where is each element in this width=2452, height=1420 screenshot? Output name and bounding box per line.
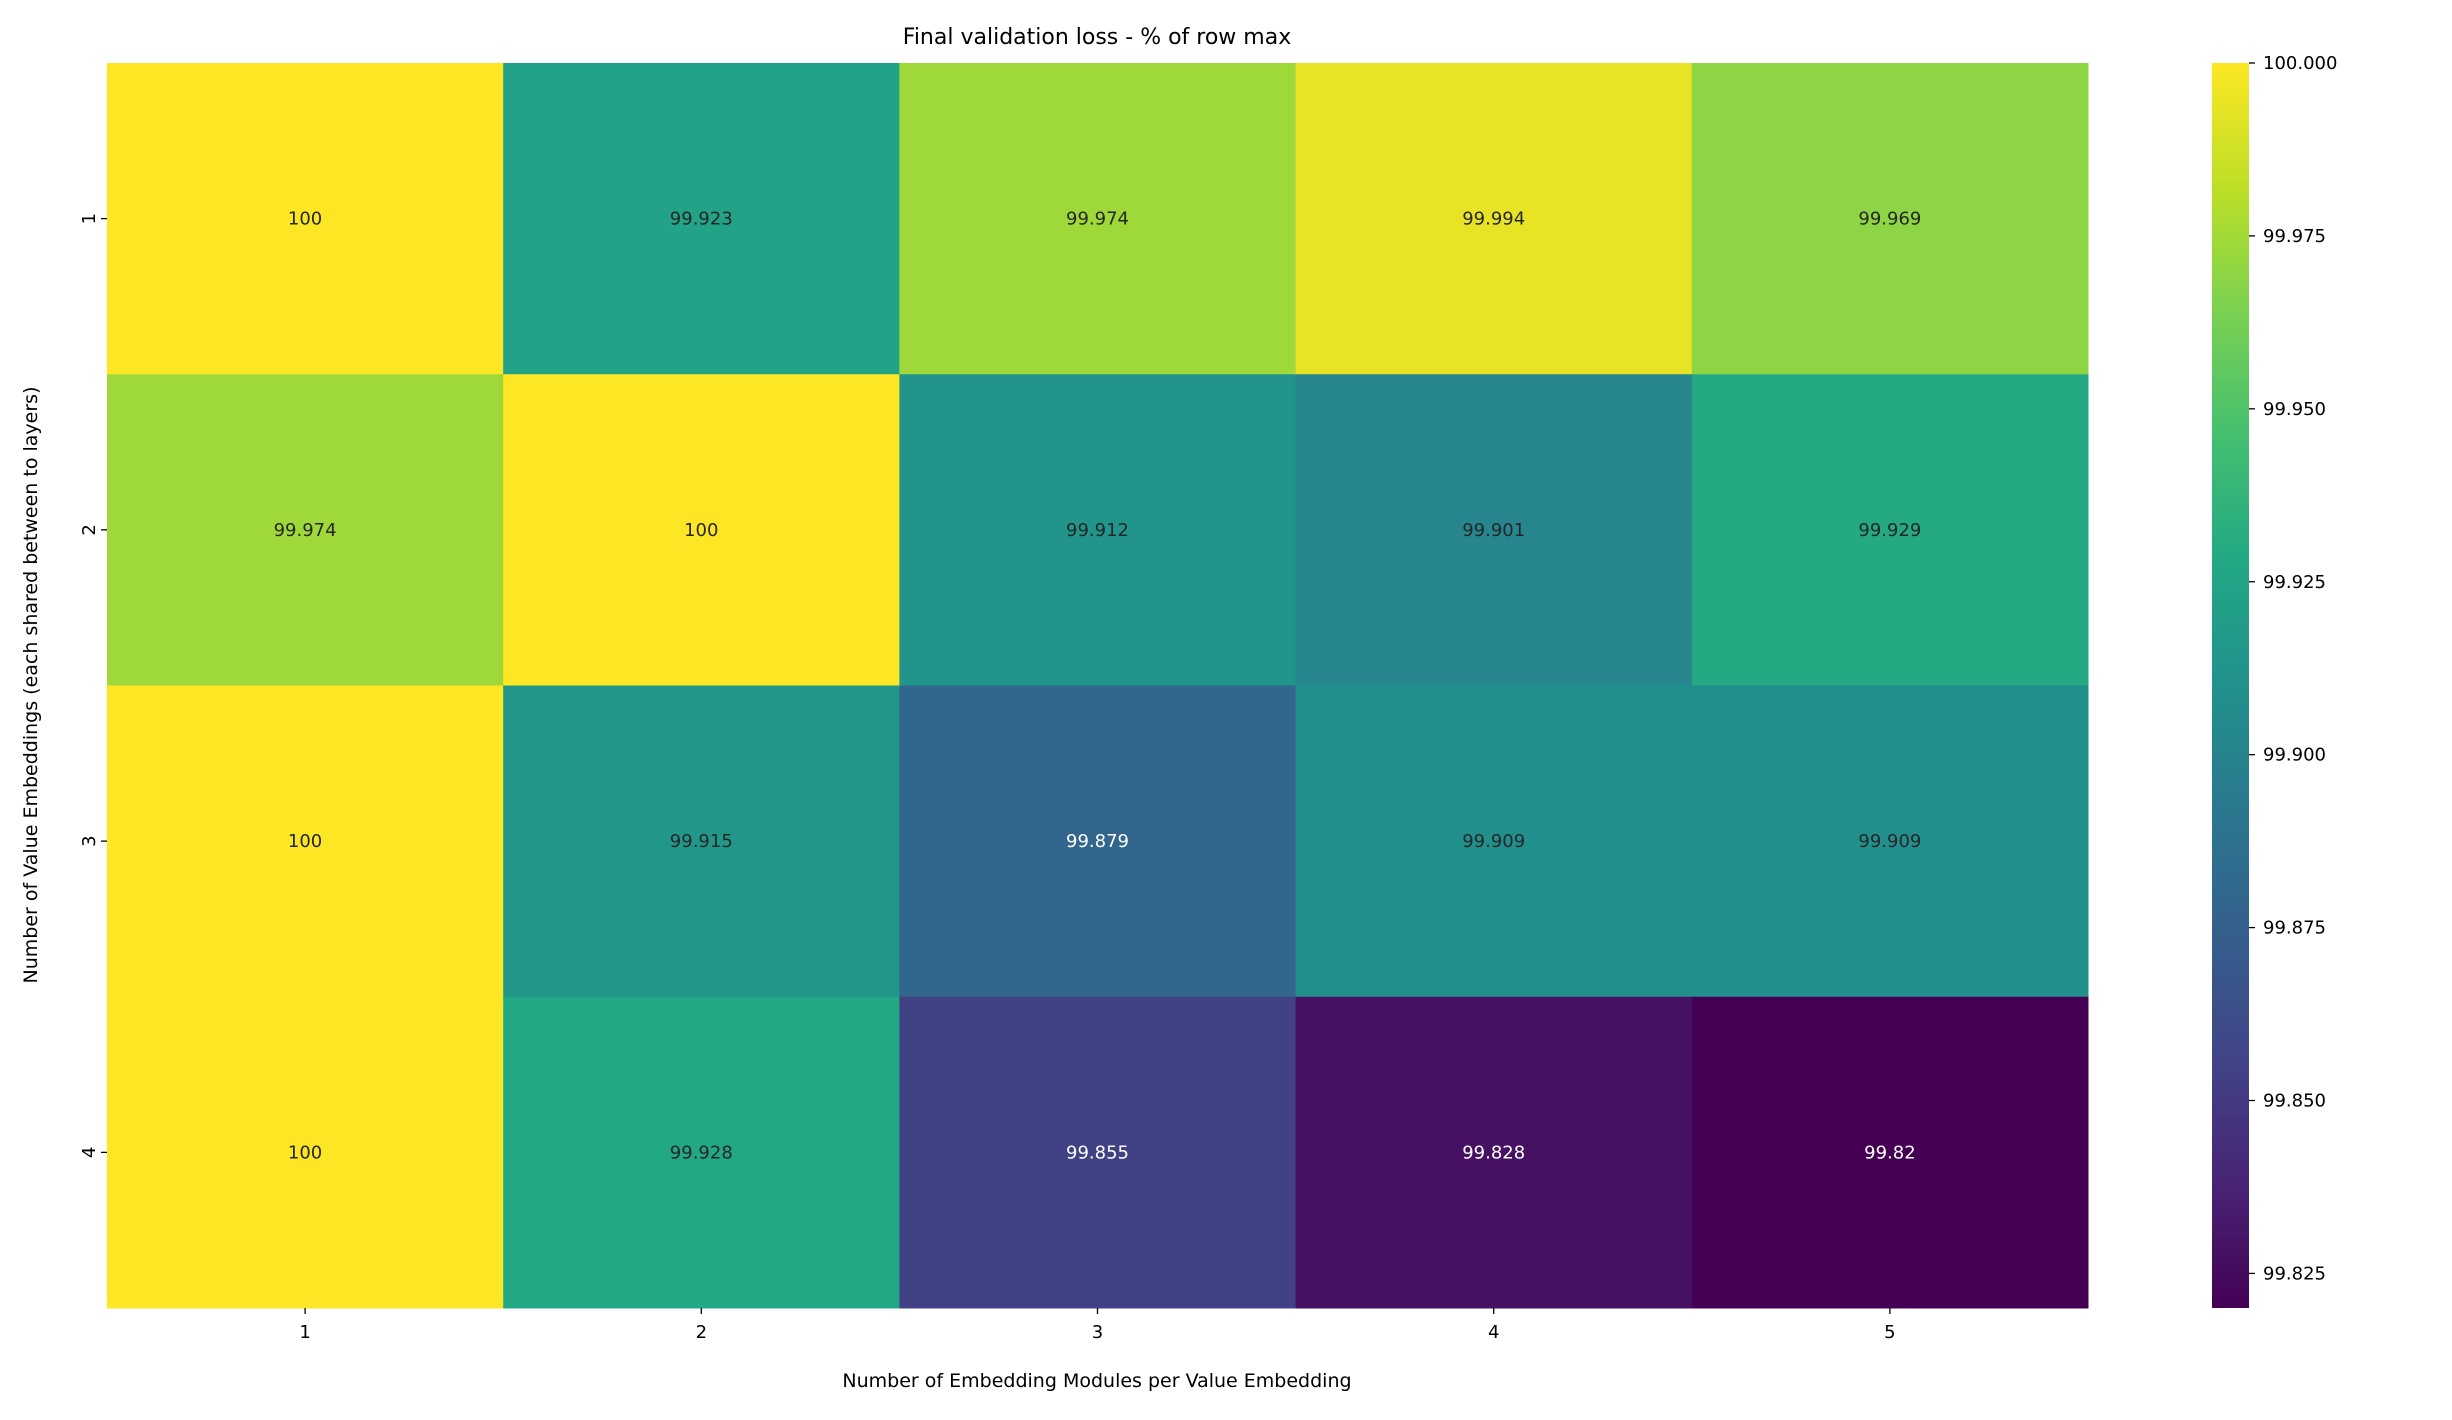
cell-annotation: 99.974 xyxy=(1066,209,1129,230)
cell-r2-c4 xyxy=(1295,374,1693,686)
cell-annotation: 99.901 xyxy=(1462,520,1525,541)
cell-r4-c3 xyxy=(899,996,1297,1309)
cell-r1-c3 xyxy=(899,63,1297,375)
cell-r4-c4 xyxy=(1295,996,1693,1309)
cell-r2-c5 xyxy=(1691,374,2089,686)
cell-annotation: 99.974 xyxy=(274,520,337,541)
cell-annotation: 99.912 xyxy=(1066,520,1129,541)
colorbar-tick-label: 99.950 xyxy=(2263,399,2326,420)
x-tick-label: 1 xyxy=(299,1322,310,1343)
x-tick-label: 3 xyxy=(1092,1322,1103,1343)
cell-r3-c3 xyxy=(899,685,1297,998)
x-tick-label: 2 xyxy=(696,1322,707,1343)
colorbar-tick-label: 99.975 xyxy=(2263,226,2326,247)
colorbar-tick-label: 99.925 xyxy=(2263,572,2326,593)
cell-r2-c3 xyxy=(899,374,1297,686)
colorbar-ticks: 100.000 99.975 99.950 99.925 99.900 99.875 99.… xyxy=(2249,53,2337,1284)
y-tick-label: 2 xyxy=(79,524,100,535)
cell-r1-c4 xyxy=(1295,63,1693,375)
cell-annotation: 99.909 xyxy=(1858,831,1921,852)
y-tick-label: 1 xyxy=(79,213,100,224)
cell-annotation: 99.994 xyxy=(1462,209,1525,230)
y-axis-ticks: 1 2 3 4 xyxy=(79,213,107,1158)
cell-r3-c1 xyxy=(107,685,504,998)
cell-r3-c4 xyxy=(1295,685,1693,998)
colorbar xyxy=(2212,63,2249,1308)
chart-title: Final validation loss - % of row max xyxy=(903,25,1291,50)
cell-annotation: 99.923 xyxy=(670,209,733,230)
cell-annotation: 99.969 xyxy=(1858,209,1921,230)
x-tick-label: 5 xyxy=(1884,1322,1895,1343)
colorbar-tick-label: 99.875 xyxy=(2263,918,2326,939)
cell-annotation: 99.879 xyxy=(1066,831,1129,852)
cell-r1-c1 xyxy=(107,63,504,375)
y-axis-label: Number of Value Embeddings (each shared … xyxy=(20,387,42,984)
cell-annotation: 100 xyxy=(288,831,322,852)
colorbar-tick-label: 99.825 xyxy=(2263,1263,2326,1284)
cell-annotation: 99.855 xyxy=(1066,1142,1129,1163)
x-tick-label: 4 xyxy=(1488,1322,1499,1343)
cell-r1-c2 xyxy=(503,63,900,375)
cell-r2-c2 xyxy=(503,374,900,686)
cell-r1-c5 xyxy=(1691,63,2089,375)
cell-r2-c1 xyxy=(107,374,504,686)
y-tick-label: 4 xyxy=(79,1147,100,1158)
cell-annotation: 99.828 xyxy=(1462,1142,1525,1163)
heatmap-cells: 100 99.923 99.974 99.994 99.969 99.974 100 99.9… xyxy=(107,63,2089,1309)
cell-annotation: 99.915 xyxy=(670,831,733,852)
cell-annotation: 100 xyxy=(684,520,718,541)
cell-r4-c1 xyxy=(107,996,504,1309)
cell-annotation: 99.82 xyxy=(1864,1142,1916,1163)
cell-r3-c5 xyxy=(1691,685,2089,998)
cell-annotation: 99.929 xyxy=(1858,520,1921,541)
colorbar-tick-label: 99.850 xyxy=(2263,1091,2326,1112)
cell-annotation: 100 xyxy=(288,209,322,230)
cell-r4-c5 xyxy=(1691,996,2089,1309)
cell-annotation: 99.909 xyxy=(1462,831,1525,852)
y-tick-label: 3 xyxy=(79,835,100,846)
x-axis-ticks: 1 2 3 4 5 xyxy=(299,1308,1896,1343)
colorbar-tick-label: 100.000 xyxy=(2263,53,2337,74)
x-axis-label: Number of Embedding Modules per Value Em… xyxy=(842,1370,1351,1392)
cell-annotation: 99.928 xyxy=(670,1142,733,1163)
colorbar-tick-label: 99.900 xyxy=(2263,745,2326,766)
cell-r3-c2 xyxy=(503,685,900,998)
cell-r4-c2 xyxy=(503,996,900,1309)
cell-annotation: 100 xyxy=(288,1142,322,1163)
